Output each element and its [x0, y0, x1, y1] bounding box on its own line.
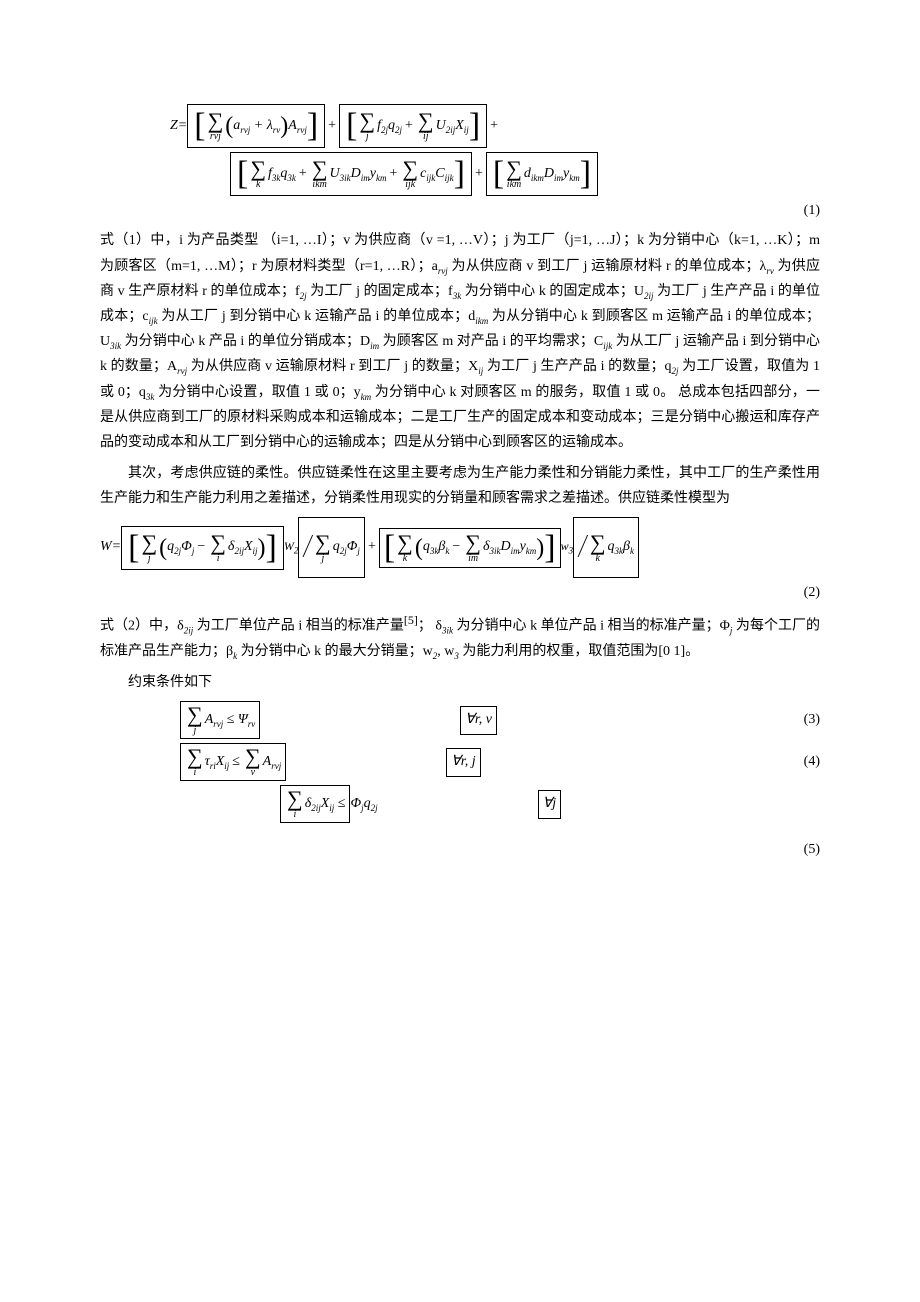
eq2-number: (2): [780, 582, 820, 604]
equation-1-line2: [ ∑k f3kq3k + ∑ikm U3ikDimykm + ∑ijk cij…: [100, 152, 820, 196]
eq3-number: (3): [780, 709, 820, 731]
eq5-number-row: (5): [100, 839, 820, 861]
paragraph-1: 式（1）中，i 为产品类型 （i=1, …I）；v 为供应商（v =1, …V）…: [100, 228, 820, 455]
paragraph-3: 式（2）中，δ2ij 为工厂单位产品 i 相当的标准产量[5]； δ3ik 为分…: [100, 610, 820, 664]
eq1-term1-box: [ ∑rvj (arvj + λrv) Arvj ]: [187, 104, 325, 148]
equation-5: ∑i δ2ijXij ≤ Φjq2j ∀j: [100, 785, 820, 823]
equation-3: ∑j Arvj ≤ Ψrv ∀r, v (3): [100, 701, 820, 739]
eq4-box: ∑i τriXij ≤ ∑v Arvj: [180, 743, 286, 781]
eq2-frac2-box: ⁄ ∑k q3kβk: [573, 517, 639, 577]
constraints-label: 约束条件如下: [100, 670, 820, 695]
eq2-frac1-box: ⁄ ∑j q2jΦj: [298, 517, 365, 577]
equation-4: ∑i τriXij ≤ ∑v Arvj ∀r, j (4): [100, 743, 820, 781]
eq5-number: (5): [780, 839, 820, 861]
equation-1-line1: Z= [ ∑rvj (arvj + λrv) Arvj ] + [ ∑j f2j…: [100, 104, 820, 148]
eq1-number: (1): [780, 200, 820, 222]
eq1-number-row: (1): [100, 200, 820, 222]
equation-2: W= [ ∑j ( q2jΦj − ∑i δ2ijXij ) ] W2 ⁄ ∑j…: [100, 517, 820, 577]
eq3-box: ∑j Arvj ≤ Ψrv: [180, 701, 260, 739]
eq5-lbox: ∑i δ2ijXij ≤: [280, 785, 350, 823]
eq1-term3-box: [ ∑k f3kq3k + ∑ikm U3ikDimykm + ∑ijk cij…: [230, 152, 472, 196]
eq3-cond: ∀r, v: [460, 706, 497, 734]
eq1-lhs: Z=: [170, 115, 187, 137]
sum-icon: ∑rvj: [208, 110, 224, 142]
eq2-term1-box: [ ∑j ( q2jΦj − ∑i δ2ijXij ) ]: [121, 526, 284, 570]
eq2-term2-box: [ ∑k ( q3kβk − ∑im δ3ikDimykm ) ]: [379, 528, 561, 568]
paragraph-2: 其次，考虑供应链的柔性。供应链柔性在这里主要考虑为生产能力柔性和分销能力柔性，其…: [100, 461, 820, 511]
eq4-cond: ∀r, j: [446, 748, 480, 776]
eq1-term4-box: [ ∑ikm dikmDimykm ]: [486, 152, 598, 196]
eq4-number: (4): [780, 751, 820, 773]
eq5-cond: ∀j: [538, 790, 561, 818]
eq1-term2-box: [ ∑j f2jq2j + ∑ij U2ijXij ]: [339, 104, 487, 148]
eq2-number-row: (2): [100, 582, 820, 604]
